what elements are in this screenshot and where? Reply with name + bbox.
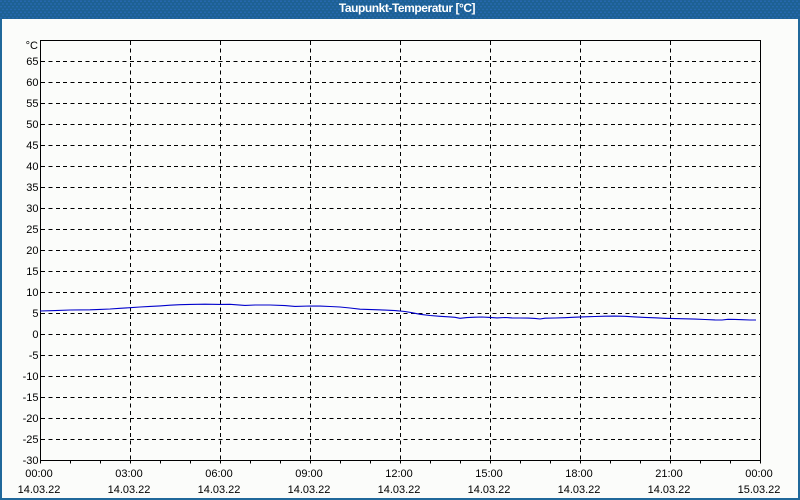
svg-text:-5: -5 bbox=[29, 350, 39, 362]
svg-text:14.03.22: 14.03.22 bbox=[18, 484, 61, 496]
svg-text:30: 30 bbox=[26, 203, 38, 215]
svg-text:55: 55 bbox=[26, 98, 38, 110]
svg-text:50: 50 bbox=[26, 119, 38, 131]
svg-text:15:00: 15:00 bbox=[475, 468, 503, 480]
svg-text:12:00: 12:00 bbox=[385, 468, 413, 480]
svg-text:35: 35 bbox=[26, 182, 38, 194]
svg-text:-25: -25 bbox=[23, 434, 39, 446]
svg-text:14.03.22: 14.03.22 bbox=[378, 484, 421, 496]
svg-text:Taupunkt-Temperatur [°C]: Taupunkt-Temperatur [°C] bbox=[339, 1, 476, 15]
svg-text:65: 65 bbox=[26, 56, 38, 68]
svg-text:0: 0 bbox=[32, 329, 38, 341]
svg-text:20: 20 bbox=[26, 245, 38, 257]
svg-text:45: 45 bbox=[26, 140, 38, 152]
svg-text:14.03.22: 14.03.22 bbox=[648, 484, 691, 496]
svg-text:25: 25 bbox=[26, 224, 38, 236]
svg-text:21:00: 21:00 bbox=[655, 468, 683, 480]
svg-text:-15: -15 bbox=[23, 392, 39, 404]
svg-text:15.03.22: 15.03.22 bbox=[738, 484, 781, 496]
svg-text:-30: -30 bbox=[23, 455, 39, 467]
svg-text:00:00: 00:00 bbox=[745, 468, 773, 480]
svg-text:°C: °C bbox=[26, 40, 38, 52]
svg-text:40: 40 bbox=[26, 161, 38, 173]
svg-text:03:00: 03:00 bbox=[115, 468, 143, 480]
svg-text:5: 5 bbox=[32, 308, 38, 320]
svg-text:14.03.22: 14.03.22 bbox=[108, 484, 151, 496]
svg-text:14.03.22: 14.03.22 bbox=[558, 484, 601, 496]
svg-text:-10: -10 bbox=[23, 371, 39, 383]
svg-text:14.03.22: 14.03.22 bbox=[288, 484, 331, 496]
svg-text:10: 10 bbox=[26, 287, 38, 299]
svg-text:18:00: 18:00 bbox=[565, 468, 593, 480]
svg-text:60: 60 bbox=[26, 77, 38, 89]
svg-text:14.03.22: 14.03.22 bbox=[198, 484, 241, 496]
svg-text:15: 15 bbox=[26, 266, 38, 278]
svg-text:-20: -20 bbox=[23, 413, 39, 425]
svg-text:06:00: 06:00 bbox=[205, 468, 233, 480]
svg-text:14.03.22: 14.03.22 bbox=[468, 484, 511, 496]
svg-text:00:00: 00:00 bbox=[25, 468, 53, 480]
svg-text:09:00: 09:00 bbox=[295, 468, 323, 480]
